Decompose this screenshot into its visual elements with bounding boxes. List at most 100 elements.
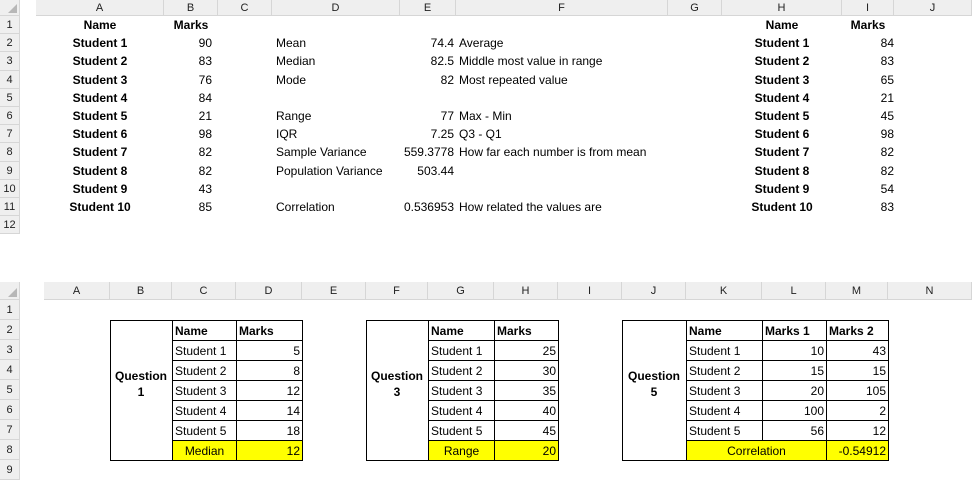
- q5-result-label[interactable]: Correlation: [686, 440, 827, 461]
- column-header-f[interactable]: F: [366, 282, 428, 300]
- left-table-marks-cell[interactable]: 84: [198, 90, 212, 105]
- select-all-corner[interactable]: [0, 282, 20, 300]
- left-table-name-cell[interactable]: Student 2: [72, 54, 128, 69]
- q5-name-cell[interactable]: Student 1: [686, 340, 763, 361]
- q5-name-cell[interactable]: Student 4: [686, 400, 763, 421]
- q5-name-cell[interactable]: Student 3: [686, 380, 763, 401]
- row-header-8[interactable]: 8: [0, 440, 20, 460]
- q3-value-cell[interactable]: 30: [494, 360, 559, 381]
- left-table-marks-cell[interactable]: 90: [198, 36, 212, 51]
- q1-name-cell[interactable]: Student 5: [172, 420, 237, 441]
- left-table-name-cell[interactable]: Student 8: [72, 163, 128, 178]
- left-table-marks-cell[interactable]: 98: [198, 127, 212, 142]
- row-header-12[interactable]: 12: [0, 216, 20, 235]
- left-table-marks-cell[interactable]: 82: [198, 163, 212, 178]
- q3-name-cell[interactable]: Student 1: [428, 340, 495, 361]
- column-header-k[interactable]: K: [686, 282, 762, 300]
- q5-name-cell[interactable]: Student 2: [686, 360, 763, 381]
- column-header-l[interactable]: L: [762, 282, 826, 300]
- column-header-i[interactable]: I: [558, 282, 622, 300]
- stat-note[interactable]: Average: [459, 36, 504, 51]
- row-header-4[interactable]: 4: [0, 360, 20, 380]
- stat-label[interactable]: Correlation: [276, 200, 335, 214]
- q3-name-cell[interactable]: Student 3: [428, 380, 495, 401]
- q3-value-cell[interactable]: 35: [494, 380, 559, 401]
- left-table-name-cell[interactable]: Student 3: [72, 72, 128, 87]
- right-table-name-cell[interactable]: Student 2: [754, 54, 810, 69]
- q1-name-cell[interactable]: Student 4: [172, 400, 237, 421]
- column-header-h[interactable]: H: [494, 282, 558, 300]
- left-table-name-cell[interactable]: Student 9: [72, 181, 128, 196]
- q5-value-cell[interactable]: 10: [762, 340, 827, 361]
- stat-label[interactable]: Mode: [276, 72, 307, 87]
- column-header-h[interactable]: H: [722, 0, 842, 16]
- select-all-corner[interactable]: [0, 0, 20, 16]
- right-table-marks-cell[interactable]: 98: [880, 127, 894, 142]
- q3-name-cell[interactable]: Student 5: [428, 420, 495, 441]
- column-header-e[interactable]: E: [400, 0, 456, 16]
- row-header-1[interactable]: 1: [0, 16, 20, 35]
- column-header-m[interactable]: M: [826, 282, 888, 300]
- q1-header-0[interactable]: Name: [172, 320, 237, 341]
- q5-value-cell[interactable]: 15: [762, 360, 827, 381]
- right-table-marks-cell[interactable]: 83: [880, 54, 894, 69]
- stat-value[interactable]: 503.44: [417, 163, 454, 178]
- q1-value-cell[interactable]: 18: [236, 420, 303, 441]
- q5-header-2[interactable]: Marks 2: [826, 320, 889, 341]
- q3-name-cell[interactable]: Student 4: [428, 400, 495, 421]
- left-table-marks-cell[interactable]: 43: [198, 181, 212, 196]
- column-header-b[interactable]: B: [110, 282, 172, 300]
- q3-name-cell[interactable]: Student 2: [428, 360, 495, 381]
- q5-header-0[interactable]: Name: [686, 320, 763, 341]
- stat-value[interactable]: 77: [440, 109, 454, 123]
- right-table-name-cell[interactable]: Student 3: [754, 72, 810, 87]
- column-header-a[interactable]: A: [36, 0, 164, 16]
- stat-note[interactable]: Middle most value in range: [459, 54, 603, 69]
- left-table-marks-cell[interactable]: 82: [198, 145, 212, 160]
- column-header-j[interactable]: J: [894, 0, 972, 16]
- q3-value-cell[interactable]: 40: [494, 400, 559, 421]
- left-table-name-cell[interactable]: Student 4: [72, 90, 128, 105]
- stat-label[interactable]: Range: [276, 109, 312, 123]
- right-table-name-cell[interactable]: Student 8: [754, 163, 810, 178]
- stat-value[interactable]: 74.4: [430, 36, 454, 51]
- column-header-g[interactable]: G: [668, 0, 722, 16]
- q1-value-cell[interactable]: 5: [236, 340, 303, 361]
- q5-value-cell[interactable]: 100: [762, 400, 827, 421]
- q3-value-cell[interactable]: 25: [494, 340, 559, 361]
- row-header-5[interactable]: 5: [0, 380, 20, 400]
- left-table-marks-cell[interactable]: 76: [198, 72, 212, 87]
- stat-label[interactable]: IQR: [276, 127, 298, 142]
- left-table-name-cell[interactable]: Student 6: [72, 127, 128, 142]
- q1-result-value[interactable]: 12: [236, 440, 303, 461]
- right-table-marks-cell[interactable]: 83: [880, 200, 894, 214]
- q5-value-cell[interactable]: 2: [826, 400, 889, 421]
- row-header-4[interactable]: 4: [0, 70, 20, 89]
- right-table-marks-cell[interactable]: 21: [880, 90, 894, 105]
- row-header-9[interactable]: 9: [0, 460, 20, 480]
- q5-name-cell[interactable]: Student 5: [686, 420, 763, 441]
- right-table-marks-cell[interactable]: 82: [880, 145, 894, 160]
- stat-note[interactable]: Most repeated value: [459, 72, 568, 87]
- row-header-11[interactable]: 11: [0, 198, 20, 217]
- right-table-name-cell[interactable]: Student 6: [754, 127, 810, 142]
- row-header-7[interactable]: 7: [0, 125, 20, 144]
- right-table-name-cell[interactable]: Student 1: [754, 36, 810, 51]
- row-header-9[interactable]: 9: [0, 161, 20, 180]
- column-header-c[interactable]: C: [218, 0, 272, 16]
- right-table-marks-cell[interactable]: 82: [880, 163, 894, 178]
- column-header-g[interactable]: G: [428, 282, 494, 300]
- stat-note[interactable]: How related the values are: [459, 200, 602, 214]
- right-table-marks-cell[interactable]: 45: [880, 109, 894, 123]
- q1-result-label[interactable]: Median: [172, 440, 237, 461]
- q1-name-cell[interactable]: Student 3: [172, 380, 237, 401]
- q5-header-1[interactable]: Marks 1: [762, 320, 827, 341]
- q3-header-0[interactable]: Name: [428, 320, 495, 341]
- q5-value-cell[interactable]: 20: [762, 380, 827, 401]
- column-header-j[interactable]: J: [622, 282, 686, 300]
- q1-value-cell[interactable]: 12: [236, 380, 303, 401]
- q5-result-value[interactable]: -0.54912: [826, 440, 889, 461]
- left-table-name-cell[interactable]: Student 5: [72, 109, 128, 123]
- q3-header-1[interactable]: Marks: [494, 320, 559, 341]
- left-table-name-cell[interactable]: Student 10: [69, 200, 131, 214]
